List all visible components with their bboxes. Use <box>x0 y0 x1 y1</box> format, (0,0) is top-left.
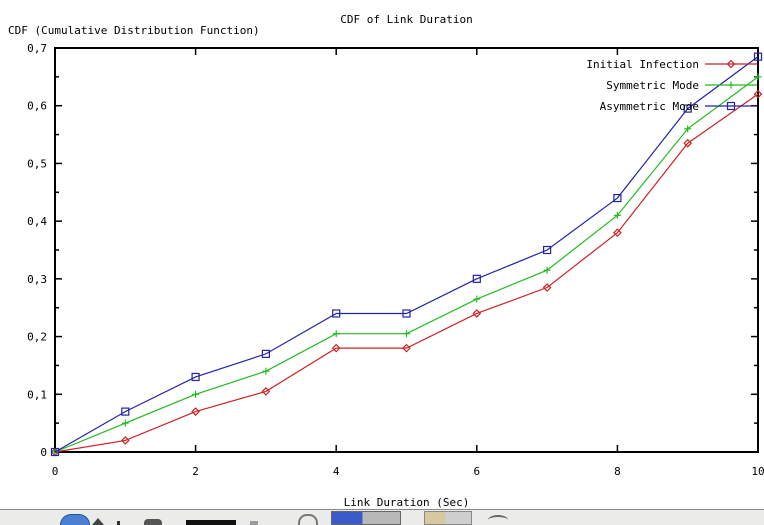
series-marker-asymmetric-mode <box>753 52 763 61</box>
legend-label-asymmetric-mode: Asymmetric Mode <box>600 100 699 113</box>
series-marker-asymmetric-mode <box>472 274 481 283</box>
y-tick-label: 0,4 <box>27 215 47 228</box>
series-marker-asymmetric-mode <box>191 372 200 382</box>
globe-icon[interactable] <box>60 514 90 525</box>
split-button-icon[interactable] <box>331 511 401 525</box>
chart-title: CDF of Link Duration <box>340 13 473 26</box>
series-marker-asymmetric-mode <box>332 309 341 318</box>
black-bar-icon[interactable] <box>186 520 236 525</box>
legend-label-symmetric-mode: Symmetric Mode <box>606 79 699 92</box>
series-marker-initial-infection <box>472 309 482 318</box>
y-tick-label: 0,1 <box>27 388 47 401</box>
series-marker-initial-infection <box>120 436 130 445</box>
series-marker-initial-infection <box>753 89 763 99</box>
series-marker-asymmetric-mode <box>402 309 411 318</box>
series-line-asymmetric-mode <box>54 56 759 453</box>
y-tick-label: 0,2 <box>27 331 47 344</box>
x-tick-label: 6 <box>473 465 480 478</box>
series-marker-initial-infection <box>402 343 411 353</box>
series-line-symmetric-mode <box>54 76 759 453</box>
x-tick-label: 10 <box>751 465 764 478</box>
cursor-icon[interactable] <box>144 519 162 525</box>
y-tick-label: 0,7 <box>27 42 47 55</box>
series-marker-asymmetric-mode <box>613 193 622 203</box>
legend-label-initial-infection: Initial Infection <box>586 58 699 71</box>
series-marker-initial-infection <box>191 407 200 416</box>
legend-marker-initial-infection <box>726 59 736 69</box>
series-marker-asymmetric-mode <box>542 245 552 255</box>
taskbar <box>0 509 764 525</box>
series-marker-asymmetric-mode <box>50 447 60 457</box>
x-tick-label: 4 <box>333 465 340 478</box>
curve-icon[interactable] <box>488 515 508 525</box>
dot-icon[interactable] <box>117 521 120 525</box>
cdf-plot: 0 2 4 6 8 10 0 0,1 0,2 0,3 0,4 0,5 0,6 0,7 Initial Inf… <box>27 42 764 478</box>
y-axis-title: CDF (Cumulative Distribution Function) <box>8 24 260 37</box>
series-marker-asymmetric-mode <box>261 349 270 358</box>
series-line-initial-infection <box>54 93 759 453</box>
y-tick-label: 0 <box>40 446 47 459</box>
series-marker-initial-infection <box>542 283 552 292</box>
y-tick-label: 0,5 <box>27 157 47 170</box>
caret-icon[interactable] <box>92 518 104 525</box>
x-axis-title: Link Duration (Sec) <box>343 496 470 509</box>
series-marker-asymmetric-mode <box>121 407 130 416</box>
series-marker-initial-infection <box>261 387 271 396</box>
y-tick-label: 0,6 <box>27 100 47 113</box>
circle-outline-icon[interactable] <box>298 514 318 525</box>
x-tick-label: 0 <box>52 465 59 478</box>
series-marker-initial-infection <box>683 138 693 148</box>
x-tick-label: 8 <box>614 465 621 478</box>
y-tick-label: 0,3 <box>27 273 47 286</box>
series-marker-asymmetric-mode <box>683 104 692 113</box>
series-marker-initial-infection <box>613 228 622 238</box>
x-tick-label: 2 <box>192 465 199 478</box>
legend-marker-asymmetric-mode <box>726 101 736 111</box>
series-marker-initial-infection <box>331 343 341 353</box>
dual-button-icon[interactable] <box>424 511 472 525</box>
small-mark-icon[interactable] <box>250 521 258 525</box>
